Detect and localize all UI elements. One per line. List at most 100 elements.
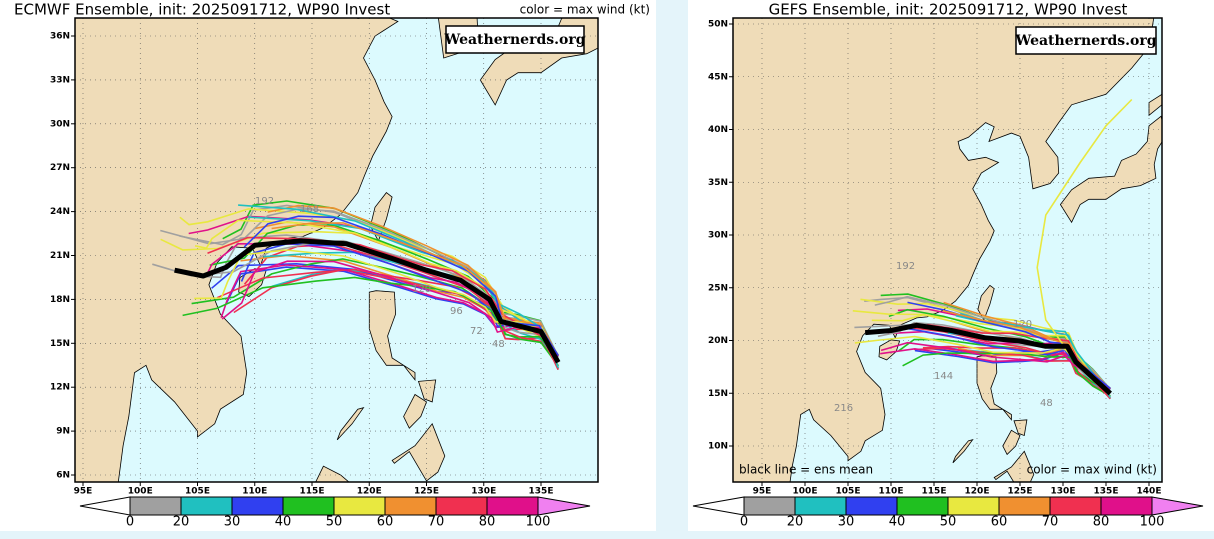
- left-watermark: Weathernerds.org: [444, 32, 586, 48]
- colorbar-label: 20: [787, 515, 804, 530]
- colorbar-high: [1151, 496, 1204, 516]
- track: [221, 260, 559, 357]
- left-watermark-box: [445, 25, 585, 54]
- hour-label: 72: [470, 326, 483, 337]
- lat-label: 40N: [708, 125, 728, 135]
- right-watermark: Weathernerds.org: [1015, 33, 1157, 49]
- track: [267, 204, 559, 356]
- left-map: [75, 18, 598, 482]
- track: [1036, 98, 1133, 358]
- land: [417, 379, 437, 403]
- lat-label: 15N: [50, 339, 70, 349]
- colorbar-label: 20: [173, 515, 190, 530]
- land: [391, 423, 446, 482]
- lon-label: 95E: [74, 487, 93, 497]
- lon-label: 115E: [922, 487, 947, 497]
- colorbar-label: 80: [1093, 515, 1110, 530]
- land: [75, 18, 479, 482]
- left-legend-note: color = max wind (kt): [520, 3, 650, 17]
- colorbar-cell: [845, 496, 898, 516]
- hour-label: 216: [834, 403, 853, 414]
- left-title: ECMWF Ensemble, init: 2025091712, WP90 I…: [14, 1, 390, 19]
- track: [194, 249, 559, 363]
- land: [1013, 419, 1028, 437]
- hour-label: 192: [255, 196, 274, 207]
- land: [315, 465, 350, 482]
- colorbar-label: 40: [275, 515, 292, 530]
- colorbar-label: 80: [479, 515, 496, 530]
- colorbar-cell: [486, 496, 539, 516]
- colorbar-cell: [794, 496, 847, 516]
- lon-label: 130E: [1051, 487, 1076, 497]
- lon-label: 100E: [793, 487, 818, 497]
- lat-label: 30N: [50, 119, 70, 129]
- right-title: GEFS Ensemble, init: 2025091712, WP90 In…: [769, 1, 1128, 19]
- lon-label: 105E: [836, 487, 861, 497]
- land: [733, 18, 1155, 482]
- hour-label: 192: [896, 261, 915, 272]
- colorbar-cell: [1049, 496, 1102, 516]
- track: [194, 219, 559, 369]
- track: [152, 239, 559, 361]
- lon-label: 120E: [357, 487, 382, 497]
- lat-label: 18N: [50, 295, 70, 305]
- colorbar-cell: [998, 496, 1051, 516]
- lon-label: 110E: [242, 487, 267, 497]
- track: [852, 310, 1111, 398]
- lat-label: 45N: [708, 72, 728, 82]
- lat-label: 6N: [56, 471, 70, 481]
- lon-label: 135E: [529, 487, 554, 497]
- hour-label: 48: [492, 339, 505, 350]
- lat-label: 27N: [50, 163, 70, 173]
- colorbar-label: 50: [940, 515, 957, 530]
- left-frame: [74, 17, 599, 483]
- lon-label: 100E: [128, 487, 153, 497]
- lat-label: 36N: [50, 32, 70, 42]
- right-legend-note: color = max wind (kt): [1027, 463, 1157, 477]
- colorbar-label: 30: [224, 515, 241, 530]
- colorbar-cell: [180, 496, 233, 516]
- land: [336, 407, 365, 441]
- colorbar-label: 70: [428, 515, 445, 530]
- track: [248, 216, 559, 370]
- lon-label: 105E: [185, 487, 210, 497]
- lon-label: 110E: [879, 487, 904, 497]
- colorbar-cell: [231, 496, 284, 516]
- colorbar-cell: [947, 496, 1000, 516]
- lat-label: 50N: [708, 20, 728, 30]
- lat-label: 33N: [50, 75, 70, 85]
- lon-label: 95E: [753, 487, 772, 497]
- colorbar-cell: [384, 496, 437, 516]
- hour-label: 168: [300, 204, 319, 215]
- colorbar-label: 0: [126, 515, 134, 530]
- ens-mean: [174, 238, 561, 364]
- lat-label: 15N: [708, 389, 728, 399]
- colorbar-cell: [435, 496, 488, 516]
- colorbar-label: 100: [1140, 515, 1165, 530]
- colorbar-cell: [1100, 496, 1153, 516]
- lat-label: 35N: [708, 178, 728, 188]
- lat-label: 10N: [708, 442, 728, 452]
- hour-label: 120: [412, 284, 431, 295]
- lat-label: 30N: [708, 231, 728, 241]
- lon-label: 120E: [965, 487, 990, 497]
- hour-label: 96: [450, 306, 463, 317]
- lon-label: 130E: [471, 487, 496, 497]
- right-mean-note: black line = ens mean: [739, 463, 873, 477]
- track: [216, 268, 559, 367]
- lon-label: 140E: [1137, 487, 1162, 497]
- lat-label: 12N: [50, 383, 70, 393]
- land: [403, 393, 427, 429]
- colorbar-label: 60: [991, 515, 1008, 530]
- colorbar-cell: [129, 496, 182, 516]
- colorbar-cell: [333, 496, 386, 516]
- land: [1148, 90, 1162, 117]
- lon-label: 115E: [300, 487, 325, 497]
- lat-label: 9N: [56, 427, 70, 437]
- track: [179, 208, 559, 370]
- lat-label: 20N: [708, 336, 728, 346]
- colorbar-label: 60: [377, 515, 394, 530]
- track: [922, 345, 1111, 397]
- lon-label: 135E: [1094, 487, 1119, 497]
